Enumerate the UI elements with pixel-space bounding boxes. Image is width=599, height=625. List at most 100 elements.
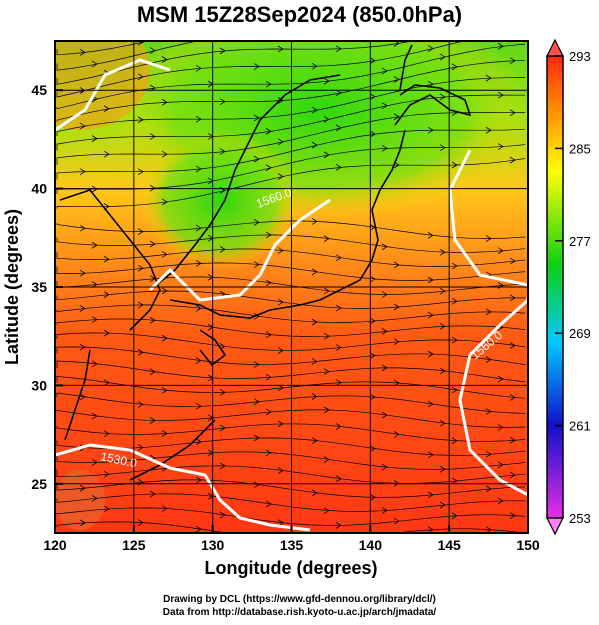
streamline-arrow: [439, 501, 446, 509]
streamline-arrow: [323, 77, 330, 85]
streamline-arrow: [149, 316, 156, 324]
streamline: [56, 521, 526, 533]
streamline-arrow: [79, 269, 86, 277]
streamline-arrow: [79, 484, 86, 492]
streamline-arrow: [219, 388, 226, 396]
streamline-arrow: [161, 287, 168, 295]
streamline-arrow: [335, 379, 342, 386]
streamline-arrow: [312, 536, 317, 542]
colorbar-tick-label: 293: [569, 49, 591, 64]
streamline-arrow: [195, 402, 202, 410]
streamline-arrow: [311, 489, 318, 497]
streamline-arrow: [311, 318, 318, 326]
streamline-arrow: [253, 219, 260, 226]
streamline-arrow: [91, 412, 98, 420]
streamline-arrow: [265, 231, 272, 239]
streamline-arrow: [439, 144, 446, 152]
streamline-arrow: [149, 368, 156, 376]
streamline-arrow: [137, 349, 144, 356]
streamline-arrow: [393, 431, 400, 438]
streamline-arrow: [485, 485, 492, 493]
streamline-arrow: [219, 343, 226, 350]
streamline: [56, 465, 526, 484]
streamline-arrow: [381, 291, 388, 298]
streamline-arrow: [509, 57, 516, 65]
streamline-arrow: [427, 526, 434, 533]
streamline-arrow: [79, 224, 86, 232]
streamline-arrow: [161, 334, 168, 342]
streamline: [56, 392, 526, 414]
streamline-arrow: [381, 243, 388, 251]
streamline-arrow: [369, 317, 376, 325]
streamline-arrow: [381, 328, 388, 335]
streamline-arrow: [485, 408, 492, 415]
streamline-arrow: [439, 287, 446, 295]
streamline-arrow: [311, 62, 318, 70]
streamline-arrow: [137, 401, 144, 408]
x-tick-label: 150: [516, 537, 540, 553]
streamline-arrow: [137, 519, 144, 526]
streamline-arrow: [137, 168, 144, 176]
streamline-arrow: [335, 304, 342, 312]
x-tick-label: 125: [122, 537, 146, 553]
credit-drawing: Drawing by DCL (https://www.gfd-dennou.o…: [163, 594, 436, 605]
streamline-arrow: [137, 228, 144, 235]
streamline-arrow: [323, 368, 330, 375]
streamline-arrow: [370, 11, 375, 17]
streamline-arrow: [219, 148, 226, 155]
streamline-arrow: [382, 27, 387, 33]
streamline-arrow: [79, 305, 86, 312]
streamline-arrow: [452, 28, 457, 34]
streamline-arrow: [137, 116, 144, 124]
streamline-arrow: [427, 491, 434, 499]
streamline-arrow: [79, 393, 86, 401]
streamline-arrow: [277, 467, 284, 474]
streamline-arrow: [219, 246, 226, 253]
streamline-arrow: [509, 512, 516, 519]
streamline-arrow: [149, 133, 156, 140]
streamline-arrow: [79, 519, 86, 527]
streamline-arrow: [277, 247, 284, 254]
streamline-arrow: [439, 53, 446, 61]
streamline-arrow: [323, 456, 330, 463]
streamline-arrow: [335, 163, 342, 171]
streamline-arrow: [149, 240, 156, 248]
streamline-arrow: [161, 386, 168, 394]
streamline-arrow: [451, 477, 458, 485]
streamline-arrow: [335, 423, 342, 430]
colorbar-max-arrow: [546, 38, 564, 57]
streamline-arrow: [509, 436, 516, 444]
credit-data: Data from http://database.rish.kyoto-u.a…: [162, 607, 437, 618]
x-axis-label: Longitude (degrees): [204, 558, 377, 578]
streamline-arrow: [485, 126, 492, 134]
streamline: [56, 423, 526, 442]
streamline-arrow: [91, 281, 98, 288]
streamline-arrow: [195, 224, 202, 232]
streamline-arrow: [335, 89, 342, 97]
streamline-arrow: [427, 276, 434, 284]
colorbar-tick-label: 261: [569, 419, 591, 434]
streamline-arrow: [311, 393, 318, 400]
streamline-arrow: [161, 56, 168, 63]
streamline-arrow: [381, 144, 388, 152]
streamline-arrow: [219, 47, 226, 55]
streamline-arrow: [451, 161, 458, 169]
y-tick-label: 45: [31, 82, 47, 98]
streamline-arrow: [265, 128, 272, 135]
streamline-arrow: [451, 512, 458, 520]
streamline-arrow: [277, 173, 284, 180]
streamline-arrow: [323, 332, 330, 340]
streamline-arrow: [91, 60, 98, 68]
streamline-arrow: [265, 164, 272, 172]
streamline-arrow: [323, 406, 330, 414]
streamline: [56, 248, 526, 267]
streamline: [56, 304, 526, 323]
streamline-arrow: [253, 398, 260, 406]
streamline-arrow: [79, 122, 86, 130]
streamline-arrow: [219, 98, 226, 106]
streamline-arrow: [265, 80, 272, 88]
streamline-arrow: [219, 424, 226, 432]
streamline-arrow: [195, 525, 202, 533]
streamline-arrow: [103, 291, 110, 298]
colorbar-tick-label: 269: [569, 326, 591, 341]
